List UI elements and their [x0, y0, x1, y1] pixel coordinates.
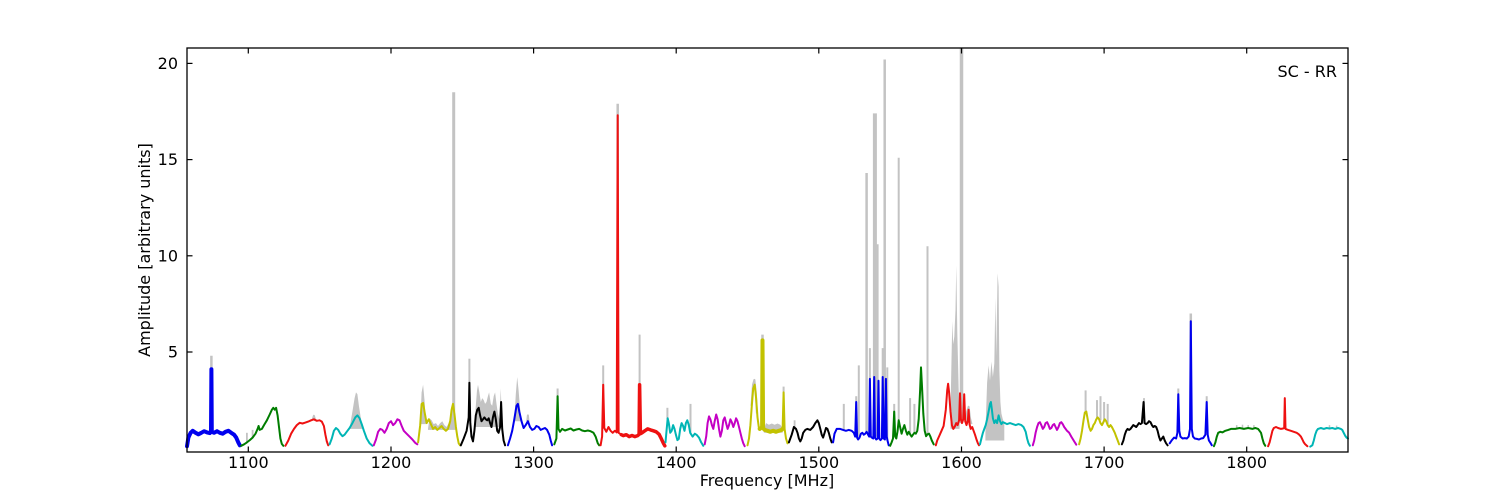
svg-text:1200: 1200 — [371, 453, 412, 472]
svg-text:1800: 1800 — [1226, 453, 1267, 472]
svg-text:1100: 1100 — [228, 453, 269, 472]
x-axis-label: Frequency [MHz] — [699, 471, 835, 490]
svg-text:10: 10 — [158, 246, 178, 265]
svg-text:20: 20 — [158, 54, 178, 73]
svg-text:5: 5 — [168, 343, 178, 362]
svg-text:1700: 1700 — [1084, 453, 1125, 472]
svg-text:1300: 1300 — [513, 453, 554, 472]
svg-text:1600: 1600 — [941, 453, 982, 472]
y-axis-label: Amplitude [arbitrary units] — [135, 143, 154, 357]
svg-text:1500: 1500 — [798, 453, 839, 472]
svg-text:1400: 1400 — [656, 453, 697, 472]
polarisation-annotation: SC - RR — [1277, 62, 1337, 81]
svg-text:15: 15 — [158, 150, 178, 169]
